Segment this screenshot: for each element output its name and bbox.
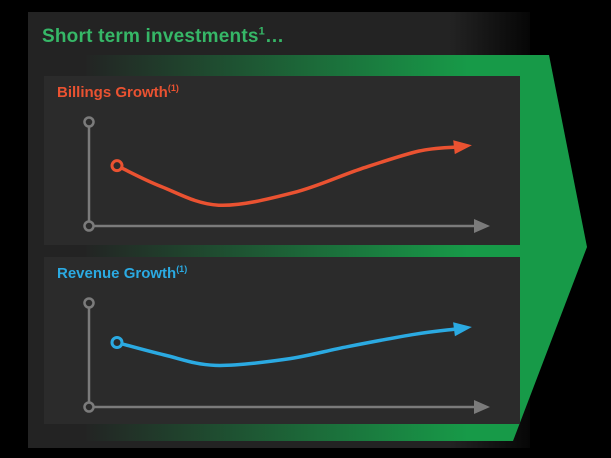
- slide-title: Short term investments1…: [42, 26, 284, 48]
- slide-title-text: Short term investments: [42, 26, 259, 47]
- billings-chart-title: Billings Growth(1): [57, 83, 179, 102]
- revenue-chart-title-text: Revenue Growth: [57, 265, 177, 282]
- billings-chart-title-text: Billings Growth: [57, 84, 168, 101]
- revenue-chart-title: Revenue Growth(1): [57, 264, 188, 283]
- revenue-chart-panel: Revenue Growth(1): [44, 257, 520, 424]
- slide-title-superscript: 1: [258, 25, 265, 38]
- revenue-chart-title-superscript: (1): [176, 264, 188, 274]
- billings-chart: [83, 116, 490, 233]
- slide-title-suffix: …: [264, 26, 285, 47]
- billings-chart-title-superscript: (1): [167, 83, 179, 93]
- revenue-chart: [83, 297, 490, 414]
- billings-chart-panel: Billings Growth(1): [44, 76, 520, 245]
